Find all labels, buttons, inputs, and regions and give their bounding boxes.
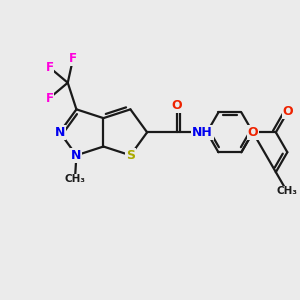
Text: N: N <box>71 149 82 162</box>
Text: NH: NH <box>192 126 213 139</box>
Text: N: N <box>55 126 65 139</box>
Text: CH₃: CH₃ <box>276 186 297 196</box>
Text: O: O <box>248 126 258 139</box>
Text: O: O <box>283 105 293 118</box>
Text: F: F <box>46 61 53 74</box>
Text: CH₃: CH₃ <box>64 175 86 184</box>
Text: S: S <box>126 149 135 162</box>
Text: F: F <box>69 52 77 65</box>
Text: O: O <box>171 99 182 112</box>
Text: F: F <box>46 92 53 105</box>
